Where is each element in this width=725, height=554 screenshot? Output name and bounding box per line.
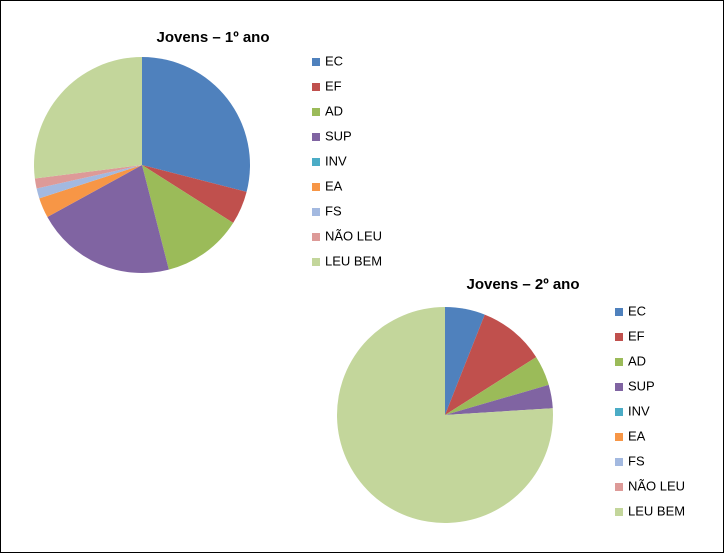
legend-label: SUP	[628, 378, 655, 393]
legend-label: INV	[325, 153, 347, 168]
legend-label: EC	[325, 53, 343, 68]
legend-swatch	[312, 108, 320, 116]
pie-slice	[445, 357, 549, 415]
chart-title: Jovens – 2º ano	[466, 276, 579, 293]
legend-swatch	[312, 208, 320, 216]
pie-slice	[337, 307, 553, 523]
pie-slice	[34, 165, 143, 189]
legend-swatch	[312, 133, 320, 141]
legend-label: LEU BEM	[628, 503, 685, 518]
legend-label: EA	[325, 178, 343, 193]
pie-slice	[36, 165, 142, 199]
pie-slice	[39, 165, 142, 218]
pie-slice	[142, 165, 247, 223]
legend-label: LEU BEM	[325, 253, 382, 268]
pie-slice	[142, 57, 251, 192]
legend-swatch	[615, 408, 623, 416]
legend-label: NÃO LEU	[628, 478, 685, 493]
pie-slice	[34, 57, 142, 179]
legend-label: NÃO LEU	[325, 228, 382, 243]
legend-swatch	[615, 433, 623, 441]
legend-label: AD	[325, 103, 343, 118]
pie-slice	[445, 384, 553, 415]
legend-swatch	[312, 83, 320, 91]
legend-swatch	[615, 483, 623, 491]
legend-label: EC	[628, 303, 646, 318]
pie-slice	[445, 314, 537, 415]
pie-slice	[47, 165, 169, 273]
legend-swatch	[615, 383, 623, 391]
legend-swatch	[312, 58, 320, 66]
legend-label: AD	[628, 353, 646, 368]
legend-swatch	[312, 233, 320, 241]
legend-label: EA	[628, 428, 646, 443]
legend-swatch	[312, 258, 320, 266]
legend-swatch	[312, 183, 320, 191]
legend-label: EF	[628, 328, 645, 343]
legend-swatch	[615, 358, 623, 366]
chart-title: Jovens – 1º ano	[156, 29, 269, 46]
legend-swatch	[615, 508, 623, 516]
legend-label: FS	[325, 203, 342, 218]
legend-swatch	[615, 308, 623, 316]
legend-label: EF	[325, 78, 342, 93]
pie-slice	[142, 165, 234, 270]
legend-swatch	[615, 333, 623, 341]
pie-slice	[445, 307, 485, 415]
legend-label: FS	[628, 453, 645, 468]
legend-label: SUP	[325, 128, 352, 143]
legend-label: INV	[628, 403, 650, 418]
legend-swatch	[312, 158, 320, 166]
legend-swatch	[615, 458, 623, 466]
